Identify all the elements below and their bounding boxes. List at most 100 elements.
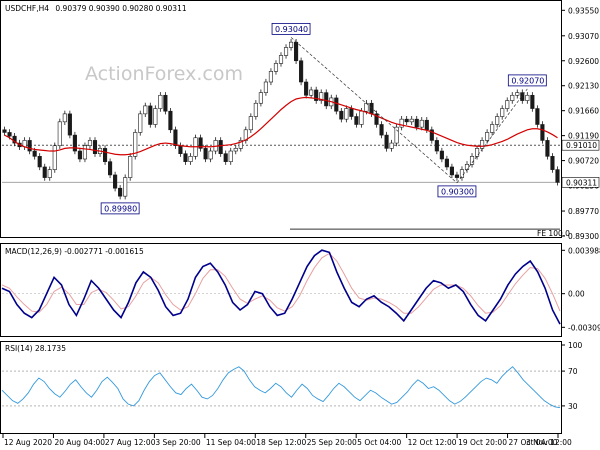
candle: [459, 166, 465, 181]
rsi-tick-label: 30: [568, 402, 578, 411]
swing-label: 0.93040: [275, 25, 308, 34]
candle: [278, 52, 284, 67]
candle: [198, 134, 203, 152]
candle: [148, 102, 153, 128]
candle: [123, 174, 128, 200]
candle: [454, 171, 460, 181]
candle: [485, 129, 490, 144]
candle: [334, 94, 339, 115]
price-tick-label: 0.93070: [568, 32, 599, 41]
rsi-tick-label: 70: [568, 367, 578, 376]
swing-label-box: [437, 185, 477, 198]
candle: [399, 115, 404, 131]
candle: [133, 129, 138, 160]
macd-layer: [1, 249, 561, 325]
candle: [495, 113, 500, 128]
x-axis: 12 Aug 2020 20 Aug 04:00 27 Aug 12:00 3 Sep…: [2, 434, 572, 447]
trend-line: [290, 37, 458, 184]
candle: [62, 110, 67, 126]
moving-average-line: [4, 96, 558, 156]
candle: [108, 158, 113, 179]
candle: [515, 89, 520, 99]
x-tick-label: 3 Nov 12:00: [526, 438, 572, 447]
trend-line: [456, 88, 528, 184]
candle: [394, 123, 399, 147]
x-tick-label: 3 Sep 20:00: [155, 438, 201, 447]
candle: [419, 117, 424, 131]
candle: [449, 163, 454, 179]
candle: [545, 137, 550, 160]
macd-y-axis: 0.003988 0.00 -0.003093: [561, 246, 600, 332]
candle: [178, 142, 183, 157]
candle: [158, 92, 163, 112]
x-tick-label: 20 Aug 04:00: [54, 438, 105, 447]
candle: [248, 113, 253, 133]
candle: [228, 147, 233, 165]
candle: [173, 126, 178, 149]
x-tick-label: 5 Oct 04:00: [357, 438, 401, 447]
candle: [530, 92, 535, 112]
ohlc-text: 0.90379 0.90390 0.90280 0.90311: [55, 4, 186, 13]
candle: [464, 161, 470, 173]
candle: [444, 155, 449, 171]
rsi-panel-frame: [0, 341, 562, 434]
candle: [47, 166, 52, 181]
candle: [168, 108, 173, 133]
candle: [314, 86, 319, 104]
candle: [535, 105, 540, 128]
candle: [409, 115, 414, 126]
candle: [22, 137, 27, 150]
candle: [92, 137, 98, 157]
candle: [163, 92, 168, 115]
candle: [505, 97, 510, 112]
candle: [263, 78, 268, 96]
candle: [203, 145, 208, 163]
rsi-layer: [1, 366, 561, 409]
candle: [138, 110, 143, 136]
rsi-y-axis: 100 70 30: [561, 341, 583, 411]
candle: [72, 131, 77, 155]
candle: [354, 113, 359, 128]
candle: [389, 139, 394, 152]
price-header: USDCHF,H4 0.90379 0.90390 0.90280 0.9031…: [5, 4, 187, 13]
macd-label: MACD(12,26,9) -0.002771 -0.001615: [5, 247, 144, 256]
candle: [238, 137, 243, 152]
candle: [57, 118, 62, 149]
candle: [474, 145, 480, 160]
candle: [500, 105, 505, 120]
macd-tick-label: 0.003988: [568, 246, 600, 255]
candle: [555, 166, 560, 186]
swing-label: 0.90300: [441, 187, 474, 196]
candle: [525, 92, 530, 104]
price-annotations-layer: 0.93040 0.89980 0.90300 0.92070: [100, 22, 547, 215]
candle: [384, 131, 389, 152]
swing-label-box: [100, 202, 140, 215]
candle: [510, 92, 515, 104]
candle: [374, 110, 379, 128]
candle: [288, 38, 294, 51]
candle: [218, 137, 223, 157]
candle: [118, 185, 123, 200]
x-tick-label: 25 Sep 20:00: [307, 438, 357, 447]
candle: [283, 44, 289, 59]
candle: [87, 137, 93, 149]
rsi-label: RSI(14) 28.1735: [5, 344, 66, 353]
macd-tick-label: -0.003093: [568, 323, 600, 332]
price-y-axis: 0.93550 0.93070 0.92600 0.92130 0.91660 0.911…: [561, 6, 600, 241]
candle: [550, 153, 555, 173]
price-panel-frame: [0, 0, 562, 238]
candle: [434, 137, 439, 155]
price-tick-label: 0.93550: [568, 6, 599, 15]
candle: [253, 100, 258, 120]
candle: [2, 126, 7, 136]
candle: [439, 147, 444, 163]
price-tick-label: 0.92130: [568, 82, 599, 91]
candle: [52, 142, 57, 173]
x-tick-label: 18 Sep 12:00: [256, 438, 306, 447]
swing-label: 0.89980: [104, 204, 137, 213]
fe-label: FE 100.0: [537, 229, 570, 238]
candle: [183, 150, 188, 165]
candle: [102, 145, 108, 165]
x-tick-label: 27 Oct 04:00: [509, 438, 558, 447]
